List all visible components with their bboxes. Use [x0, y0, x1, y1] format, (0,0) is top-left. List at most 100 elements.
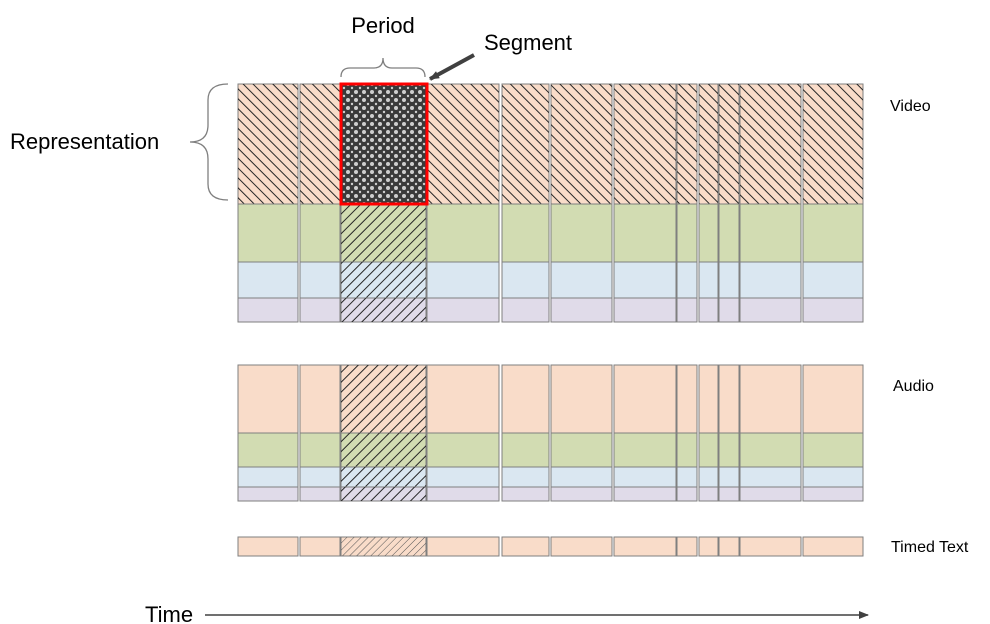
audio-segment-r2-c4 [501, 466, 550, 488]
audio-segment-r0-c2-pattern [341, 365, 426, 433]
video-segment-r3-c0 [237, 297, 299, 323]
audio-segment-r0-c1 [299, 364, 341, 434]
video-segment-r3-c5 [550, 297, 613, 323]
audio-segment-r3-c7 [676, 486, 698, 502]
video-segment-r1-c7 [676, 203, 698, 263]
audio-segment-r0-c4 [501, 364, 550, 434]
video-segment-r3-c2-pattern [341, 298, 426, 322]
audio-segment-r2-c0 [237, 466, 299, 488]
timed-text-segment-c8 [698, 536, 719, 557]
video-segment-r1-c8 [698, 203, 719, 263]
timed-text-segment-c9 [718, 536, 740, 557]
video-segment-r0-c1-pattern [300, 84, 340, 204]
video-segment-r2-c1 [299, 261, 341, 299]
video-segment-r0-c0-pattern [238, 84, 298, 204]
video-segment-r2-c4 [501, 261, 550, 299]
timed-text-segment-c3 [426, 536, 500, 557]
video-segment-r2-c3 [426, 261, 500, 299]
audio-adaptation-set [237, 364, 864, 502]
segment-arrow [429, 53, 475, 81]
video-segment-r1-c0 [237, 203, 299, 263]
video-segment-r2-c10 [739, 261, 802, 299]
video-segment-r2-c6 [613, 261, 677, 299]
audio-segment-r2-c5 [550, 466, 613, 488]
video-segment-r2-c11 [802, 261, 864, 299]
audio-segment-r3-c8 [698, 486, 719, 502]
period-label: Period [351, 13, 415, 38]
audio-segment-r3-c4 [501, 486, 550, 502]
timed-text-segment-c2-pattern [341, 537, 426, 556]
video-segment-r0-c9-pattern [719, 84, 739, 204]
video-segment-r3-c1 [299, 297, 341, 323]
timed-text-segment-c6 [613, 536, 677, 557]
audio-segment-r3-c1 [299, 486, 341, 502]
audio-segment-r0-c0 [237, 364, 299, 434]
audio-segment-r0-c11 [802, 364, 864, 434]
timed-text-segment-c1 [299, 536, 341, 557]
video-segment-r0-c2-pattern [341, 84, 426, 204]
audio-segment-r0-c3 [426, 364, 500, 434]
audio-segment-r1-c11 [802, 432, 864, 468]
video-segment-r0-c8-pattern [699, 84, 718, 204]
video-segment-r1-c1 [299, 203, 341, 263]
audio-segment-r1-c8 [698, 432, 719, 468]
audio-segment-r3-c11 [802, 486, 864, 502]
audio-segment-r0-c5 [550, 364, 613, 434]
audio-segment-r1-c0 [237, 432, 299, 468]
video-segment-r1-c6 [613, 203, 677, 263]
audio-segment-r0-c9 [718, 364, 740, 434]
video-segment-r0-c3-pattern [427, 84, 499, 204]
audio-segment-r2-c3 [426, 466, 500, 488]
video-segment-r0-c5-pattern [551, 84, 612, 204]
audio-segment-r1-c9 [718, 432, 740, 468]
timed-text-segment-c4 [501, 536, 550, 557]
audio-segment-r3-c5 [550, 486, 613, 502]
representation-brace [189, 83, 229, 201]
video-segment-r3-c6 [613, 297, 677, 323]
audio-segment-r1-c5 [550, 432, 613, 468]
audio-segment-r3-c6 [613, 486, 677, 502]
video-segment-r3-c10 [739, 297, 802, 323]
audio-segment-r1-c10 [739, 432, 802, 468]
video-label: Video [890, 98, 931, 115]
video-segment-r0-c7-pattern [677, 84, 697, 204]
video-segment-r2-c9 [718, 261, 740, 299]
audio-segment-r0-c6 [613, 364, 677, 434]
timed-text-segment-c5 [550, 536, 613, 557]
video-segment-r1-c2-pattern [341, 204, 426, 262]
audio-segment-r1-c2-pattern [341, 433, 426, 467]
audio-segment-r3-c2-pattern [341, 487, 426, 501]
video-segment-r0-c11-pattern [803, 84, 863, 204]
video-segment-r3-c4 [501, 297, 550, 323]
video-segment-r3-c7 [676, 297, 698, 323]
audio-segment-r1-c1 [299, 432, 341, 468]
audio-segment-r2-c10 [739, 466, 802, 488]
audio-segment-r2-c6 [613, 466, 677, 488]
audio-segment-r2-c2-pattern [341, 467, 426, 487]
timed-text-adaptation-set [237, 536, 864, 557]
video-segment-r1-c11 [802, 203, 864, 263]
video-segment-r3-c8 [698, 297, 719, 323]
audio-segment-r1-c3 [426, 432, 500, 468]
video-segment-r0-c4-pattern [502, 84, 549, 204]
timed-text-segment-c0 [237, 536, 299, 557]
video-adaptation-set [237, 83, 864, 323]
audio-segment-r1-c7 [676, 432, 698, 468]
video-segment-r1-c10 [739, 203, 802, 263]
audio-segment-r3-c3 [426, 486, 500, 502]
audio-segment-r0-c8 [698, 364, 719, 434]
video-segment-r2-c5 [550, 261, 613, 299]
segment-label: Segment [484, 30, 572, 55]
video-segment-r2-c2-pattern [341, 262, 426, 298]
audio-segment-r0-c10 [739, 364, 802, 434]
audio-segment-r3-c10 [739, 486, 802, 502]
audio-segment-r3-c9 [718, 486, 740, 502]
audio-segment-r2-c7 [676, 466, 698, 488]
representation-label: Representation [10, 129, 159, 154]
timed-text-segment-c7 [676, 536, 698, 557]
video-segment-r1-c4 [501, 203, 550, 263]
audio-segment-r2-c8 [698, 466, 719, 488]
video-segment-r2-c0 [237, 261, 299, 299]
selected-segment-highlight [339, 82, 429, 206]
